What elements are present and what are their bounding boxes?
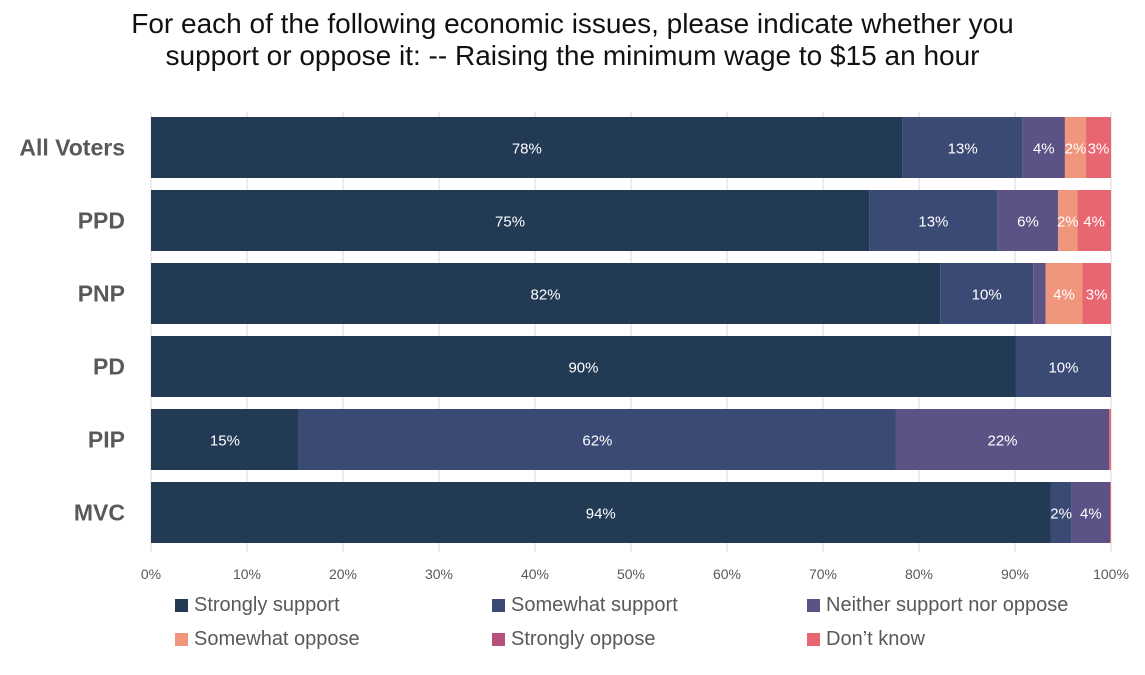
bar-segments — [151, 117, 1111, 543]
x-tick-label: 60% — [713, 566, 741, 582]
data-label: 2% — [1050, 506, 1072, 523]
legend-label: Somewhat oppose — [194, 628, 360, 650]
x-tick-label: 10% — [233, 566, 261, 582]
legend-swatch — [807, 633, 820, 646]
chart-title: For each of the following economic issue… — [0, 8, 1145, 72]
bar-segment — [902, 117, 1023, 178]
category-label: PPD — [78, 208, 125, 234]
x-tick-label: 0% — [141, 566, 161, 582]
x-tick-label: 100% — [1093, 566, 1129, 582]
category-label: MVC — [74, 500, 125, 526]
bar-segment — [151, 336, 1016, 397]
data-label: 6% — [1017, 214, 1039, 231]
bar-segment — [151, 190, 870, 251]
bar-segment — [1082, 263, 1111, 324]
data-label: 78% — [512, 141, 542, 158]
bar-segment — [997, 190, 1059, 251]
gridlines — [150, 112, 1112, 552]
x-tick-label: 50% — [617, 566, 645, 582]
data-label: 4% — [1033, 141, 1055, 158]
x-tick-label: 70% — [809, 566, 837, 582]
category-label: All Voters — [19, 135, 125, 161]
bar-segment — [940, 263, 1034, 324]
legend-label: Neither support nor oppose — [826, 594, 1069, 616]
data-label: 62% — [582, 433, 612, 450]
bar-segment — [1086, 117, 1111, 178]
x-axis-tick-labels: 0% 10% 20% 30% 40% 50% 60% 70% 80% 90% 100% — [141, 566, 1129, 582]
data-label: 22% — [988, 433, 1018, 450]
bar-segment — [895, 409, 1110, 470]
x-tick-label: 20% — [329, 566, 357, 582]
bar-segment — [151, 409, 299, 470]
data-label: 94% — [586, 506, 616, 523]
legend-label: Strongly support — [194, 594, 340, 616]
data-label: 4% — [1080, 506, 1102, 523]
bar-segment — [1109, 409, 1111, 470]
data-label: 82% — [531, 287, 561, 304]
data-labels: 78% 13% 4% 2% 3%75% 13% 6% 2% 4%82% 10% 4% 3%90% 10%… — [210, 141, 1109, 523]
bar-segment — [1022, 117, 1065, 178]
bar-segment — [1015, 336, 1111, 397]
stacked-bar-chart: All Voters PPD PNP PD PIP MVC 0% 10% 20% 30% 40% 5… — [19, 112, 1129, 582]
data-label: 90% — [568, 360, 598, 377]
data-label: 4% — [1053, 287, 1075, 304]
data-label: 15% — [210, 433, 240, 450]
legend-swatch — [175, 633, 188, 646]
legend-item: Somewhat oppose — [175, 628, 360, 651]
legend-swatch — [807, 599, 820, 612]
data-label: 13% — [948, 141, 978, 158]
data-label: 13% — [918, 214, 948, 231]
data-label: 2% — [1065, 141, 1087, 158]
data-label: 3% — [1088, 141, 1110, 158]
bar-segment — [1064, 117, 1087, 178]
data-label: 10% — [1048, 360, 1078, 377]
legend-swatch — [492, 599, 505, 612]
bar-segment — [298, 409, 896, 470]
chart-title-line-1: For each of the following economic issue… — [131, 8, 1014, 39]
bar-segment — [1071, 482, 1111, 543]
data-label: 75% — [495, 214, 525, 231]
data-label: 10% — [972, 287, 1002, 304]
legend-label: Somewhat support — [511, 594, 678, 616]
bar-segment — [1050, 482, 1072, 543]
legend-label: Strongly oppose — [511, 628, 656, 650]
bar-segment — [1077, 190, 1111, 251]
legend-item: Don’t know — [807, 628, 925, 651]
x-tick-label: 30% — [425, 566, 453, 582]
bar-segment — [1033, 263, 1046, 324]
category-label: PD — [93, 354, 125, 380]
bar-segment — [1045, 263, 1083, 324]
bar-segment — [151, 117, 903, 178]
bar-segment — [151, 482, 1051, 543]
bar-segment — [1058, 190, 1078, 251]
data-label: 2% — [1057, 214, 1079, 231]
bar-segment — [1110, 482, 1111, 543]
legend-item: Neither support nor oppose — [807, 594, 1068, 617]
legend-item: Somewhat support — [492, 594, 678, 617]
x-tick-label: 90% — [1001, 566, 1029, 582]
category-label: PNP — [78, 281, 125, 307]
legend-swatch — [175, 599, 188, 612]
data-label: 4% — [1083, 214, 1105, 231]
bar-segment — [869, 190, 998, 251]
legend-label: Don’t know — [826, 628, 925, 650]
legend-swatch — [492, 633, 505, 646]
legend-item: Strongly support — [175, 594, 340, 617]
category-labels: All Voters PPD PNP PD PIP MVC — [19, 135, 125, 526]
bar-segment — [151, 263, 941, 324]
x-tick-label: 80% — [905, 566, 933, 582]
category-label: PIP — [88, 427, 125, 453]
data-label: 3% — [1086, 287, 1108, 304]
legend-item: Strongly oppose — [492, 628, 656, 651]
x-tick-label: 40% — [521, 566, 549, 582]
chart-title-line-2: support or oppose it: -- Raising the min… — [165, 40, 980, 71]
